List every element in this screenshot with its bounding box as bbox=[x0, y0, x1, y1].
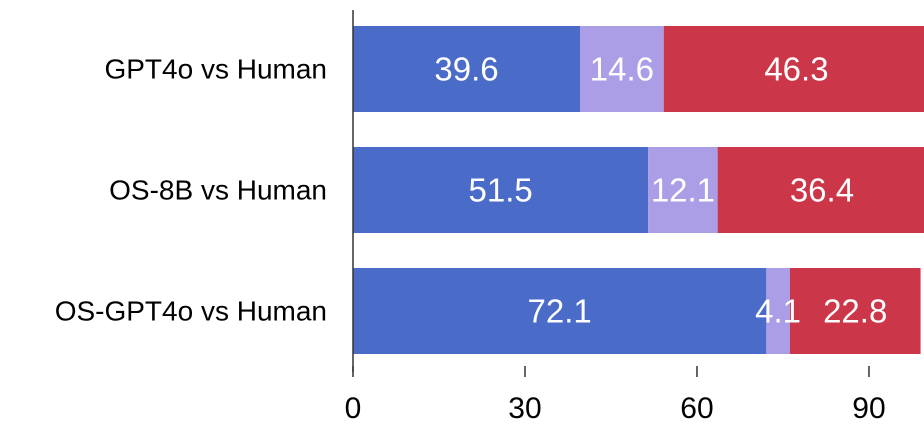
bar-segment bbox=[766, 268, 790, 354]
bar-segment bbox=[353, 147, 649, 233]
x-tick-label: 60 bbox=[680, 392, 713, 425]
x-tick-label: 30 bbox=[508, 392, 541, 425]
category-labels: GPT4o vs Human OS-8B vs Human OS-GPT4o vs … bbox=[55, 54, 327, 327]
bar-value-label: 39.6 bbox=[434, 51, 498, 88]
bar-segment bbox=[580, 26, 664, 112]
bar-value-label: 12.1 bbox=[651, 172, 715, 209]
category-label: OS-8B vs Human bbox=[109, 175, 327, 206]
x-tick-label: 0 bbox=[345, 392, 362, 425]
bar-value-label: 51.5 bbox=[469, 172, 533, 209]
category-label: GPT4o vs Human bbox=[104, 54, 327, 85]
bar-value-label: 22.8 bbox=[823, 293, 887, 330]
category-label: OS-GPT4o vs Human bbox=[55, 296, 327, 327]
bar-value-label: 14.6 bbox=[590, 51, 654, 88]
bar-segment bbox=[663, 26, 924, 112]
bar-value-label: 46.3 bbox=[764, 51, 828, 88]
x-tick-label: 90 bbox=[852, 392, 885, 425]
bar-segment bbox=[648, 147, 718, 233]
bar-segment bbox=[717, 147, 924, 233]
bar-value-label: 72.1 bbox=[528, 293, 592, 330]
x-axis-ticks: 0 30 60 90 bbox=[345, 366, 886, 425]
bars-layer bbox=[353, 26, 924, 354]
bar-value-label: 4.1 bbox=[755, 293, 801, 330]
bar-segment bbox=[353, 268, 767, 354]
bar-value-label: 36.4 bbox=[790, 172, 854, 209]
bar-labels-layer: 39.6 14.6 46.3 51.5 12.1 36.4 72.1 4.1 22.8 bbox=[434, 51, 887, 330]
bar-segment bbox=[789, 268, 921, 354]
bar-segment bbox=[353, 26, 581, 112]
